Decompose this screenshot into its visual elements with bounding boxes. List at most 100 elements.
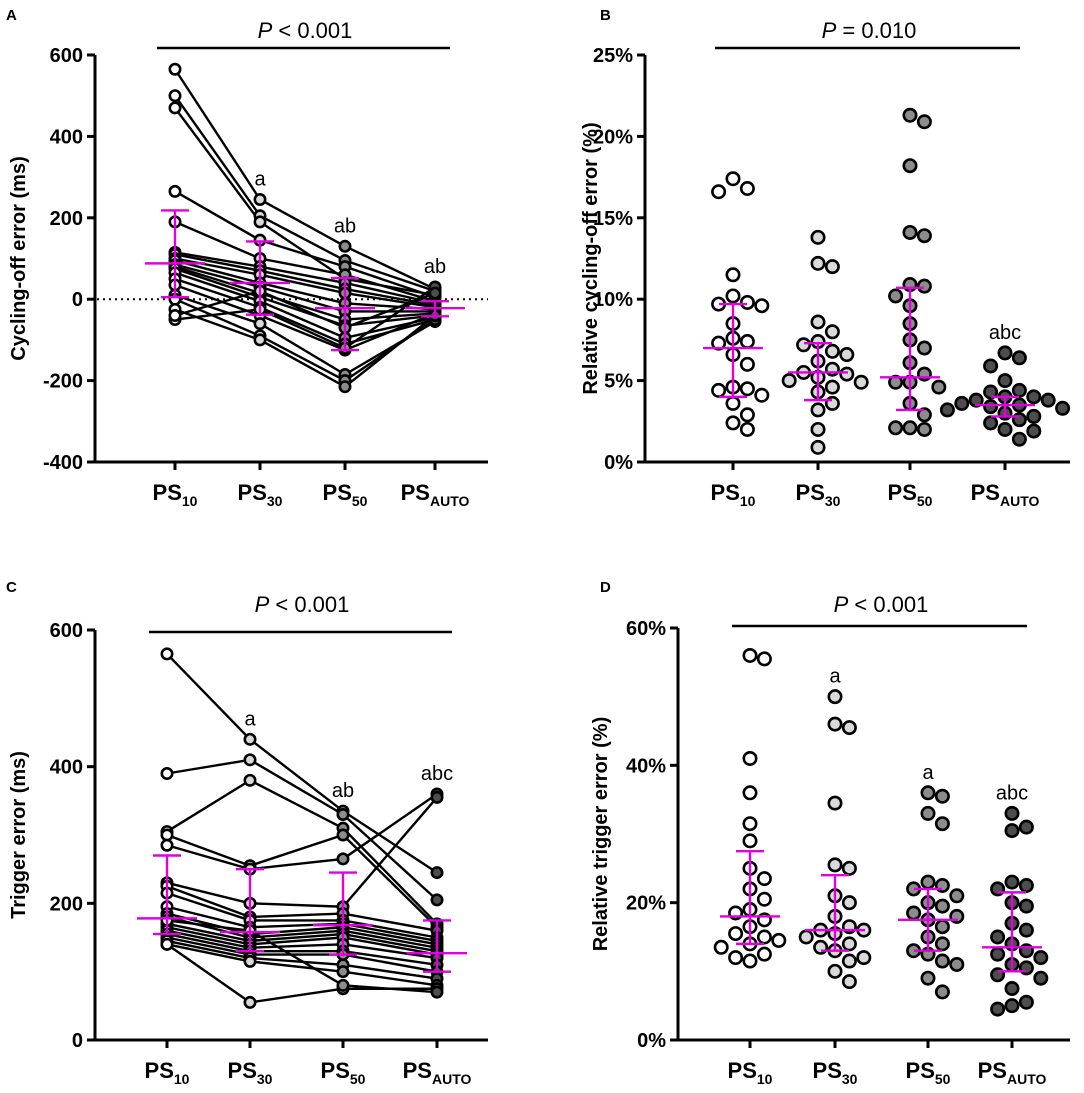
data-point <box>841 720 857 736</box>
data-point <box>243 954 257 968</box>
data-point <box>756 946 772 962</box>
data-point <box>827 716 843 732</box>
subject-line <box>166 919 438 994</box>
data-point <box>243 995 257 1009</box>
x-tick-label: PS30 <box>813 1058 858 1087</box>
data-point <box>1004 980 1020 996</box>
data-point <box>934 898 950 914</box>
subject-line <box>173 68 436 291</box>
data-point <box>798 929 814 945</box>
group-annotation: a <box>922 762 934 784</box>
significance-label: P < 0.001 <box>258 18 353 43</box>
y-tick-label: 600 <box>50 620 83 642</box>
data-point <box>839 347 855 363</box>
group-annotation: abc <box>421 763 453 785</box>
data-point <box>336 965 350 979</box>
data-point <box>906 905 922 921</box>
subject-line <box>166 653 438 874</box>
data-point <box>841 974 857 990</box>
data-point <box>920 785 936 801</box>
x-tick-label: PSAUTO <box>971 480 1040 509</box>
y-tick-label: 0% <box>637 1030 666 1052</box>
y-axis-label: Relative cycling-off error (%) <box>580 122 602 394</box>
data-point <box>902 107 918 123</box>
x-tick-label-subscript: AUTO <box>1000 493 1040 509</box>
data-point <box>728 950 744 966</box>
data-point <box>336 978 350 992</box>
y-tick-label: 200 <box>50 208 83 230</box>
subject-line <box>174 190 436 299</box>
y-axis-label: Relative trigger error (%) <box>590 717 612 952</box>
x-tick-label-subscript: 10 <box>740 493 756 509</box>
data-point <box>827 689 843 705</box>
group-annotation: a <box>829 666 841 688</box>
data-point <box>968 392 984 408</box>
data-point <box>336 828 350 842</box>
data-point <box>739 381 755 397</box>
data-point <box>1026 408 1042 424</box>
x-tick-label-base: PS <box>796 480 825 505</box>
x-tick-label-base: PS <box>906 1058 935 1083</box>
data-point <box>934 984 950 1000</box>
x-tick-label-subscript: 50 <box>352 493 368 509</box>
x-tick-label: PS50 <box>321 1058 366 1087</box>
data-point <box>711 382 727 398</box>
data-point <box>243 732 257 746</box>
significance-label: P < 0.001 <box>834 592 929 617</box>
data-point <box>1018 898 1034 914</box>
data-point <box>920 970 936 986</box>
data-point <box>824 379 840 395</box>
data-point <box>841 860 857 876</box>
x-tick-label-base: PS <box>238 480 267 505</box>
data-point <box>841 895 857 911</box>
data-point <box>856 950 872 966</box>
data-point <box>916 228 932 244</box>
group-annotation: a <box>254 168 266 190</box>
x-tick-label: PS10 <box>145 1058 190 1087</box>
y-tick-label: 40% <box>626 755 666 777</box>
y-axis-label: Trigger error (ms) <box>8 751 30 919</box>
data-point <box>902 420 918 436</box>
group-annotation: ab <box>332 780 354 802</box>
data-point <box>1018 877 1034 893</box>
data-point <box>810 229 826 245</box>
significance-value: = 0.010 <box>836 18 916 43</box>
data-point <box>1040 392 1056 408</box>
data-point <box>739 294 755 310</box>
data-point <box>997 373 1013 389</box>
y-tick-label: 20% <box>593 126 633 148</box>
subject-line <box>166 922 438 953</box>
data-point <box>336 807 350 821</box>
panel-letter: B <box>600 7 611 24</box>
data-point <box>253 192 267 206</box>
data-point <box>997 421 1013 437</box>
data-point <box>430 893 444 907</box>
subject-line <box>174 257 436 309</box>
subject-line <box>166 833 438 929</box>
x-tick-label-subscript: AUTO <box>432 1071 472 1087</box>
y-tick-label: 400 <box>50 757 83 779</box>
data-point <box>949 888 965 904</box>
data-point <box>824 324 840 340</box>
y-tick-label: 5% <box>604 371 633 393</box>
x-tick-label-base: PS <box>228 1058 257 1083</box>
data-point <box>954 395 970 411</box>
data-point <box>168 184 182 198</box>
data-point <box>338 239 352 253</box>
data-point <box>168 101 182 115</box>
x-tick-label-subscript: 30 <box>267 493 283 509</box>
data-point <box>711 184 727 200</box>
x-tick-label: PS10 <box>728 1058 773 1087</box>
y-tick-label: 0% <box>604 452 633 474</box>
subject-line <box>166 758 438 901</box>
data-point <box>1018 994 1034 1010</box>
data-point <box>934 816 950 832</box>
data-point <box>739 421 755 437</box>
data-point <box>934 788 950 804</box>
x-tick-label: PS30 <box>796 480 841 509</box>
data-point <box>725 288 741 304</box>
data-point <box>990 929 1006 945</box>
x-tick-label-base: PS <box>321 1058 350 1083</box>
data-point <box>997 345 1013 361</box>
significance-p: P <box>258 18 273 43</box>
